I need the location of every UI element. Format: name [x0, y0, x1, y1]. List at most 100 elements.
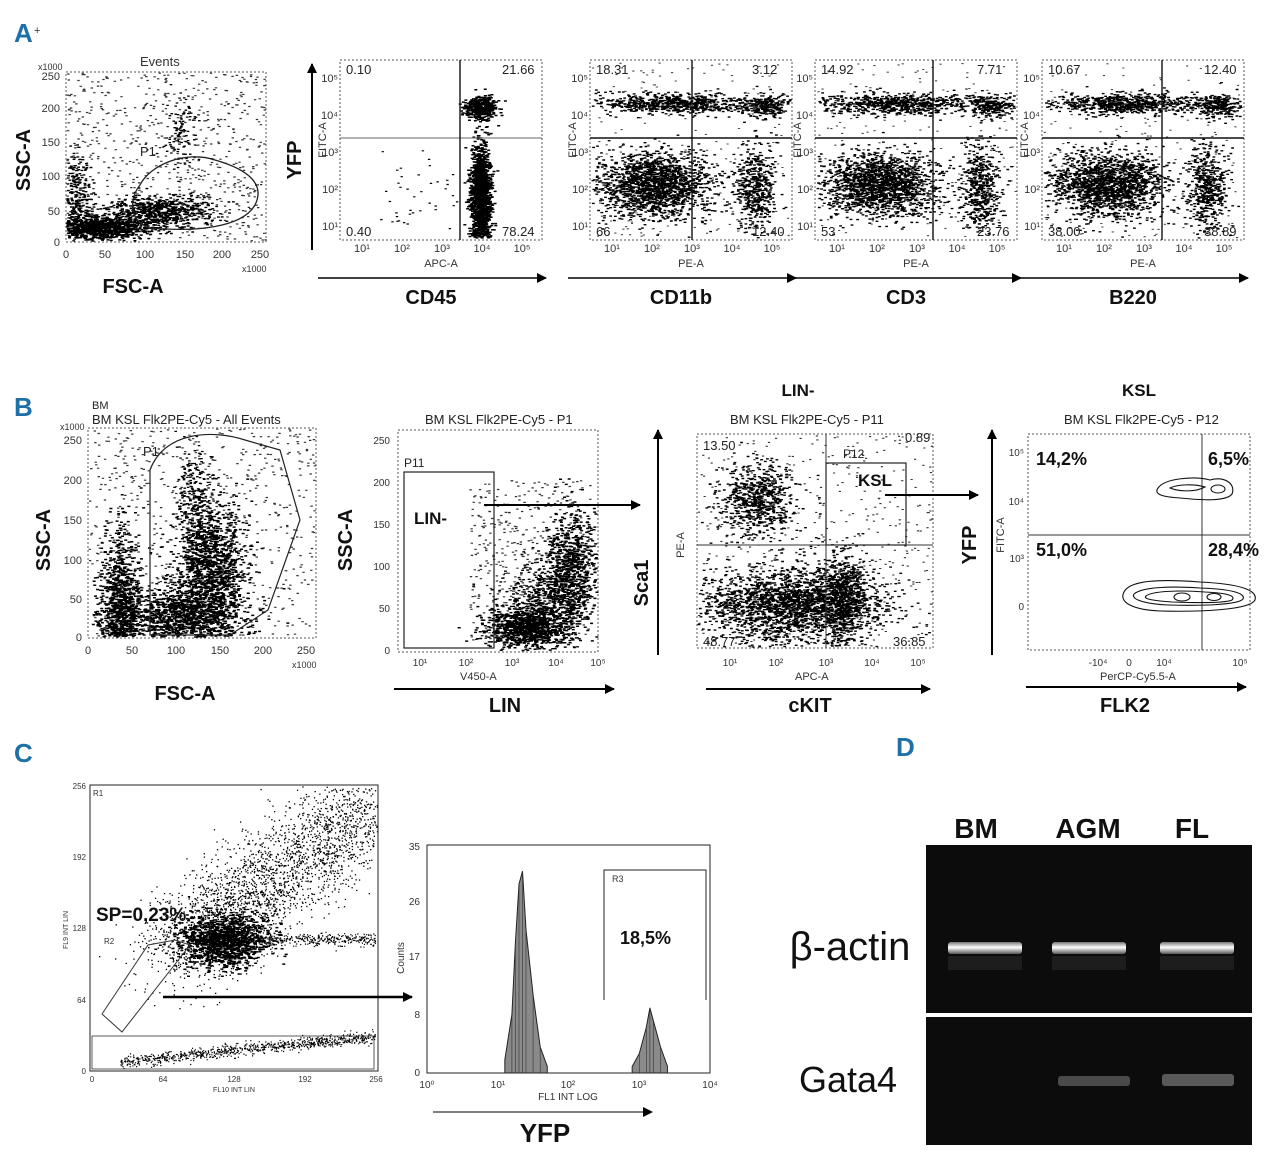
dot	[372, 824, 374, 826]
dot	[301, 857, 303, 859]
gate-r3	[603, 869, 707, 1000]
dot	[174, 969, 176, 971]
dot	[291, 867, 294, 869]
dot	[285, 895, 287, 897]
dot	[319, 860, 321, 862]
dot	[260, 856, 263, 858]
dot	[241, 917, 244, 920]
x-tick: 10⁵	[1232, 658, 1247, 669]
dot	[338, 806, 340, 808]
dot	[312, 861, 315, 863]
dot	[209, 889, 211, 891]
dot	[369, 826, 372, 828]
dot	[275, 841, 277, 843]
dot	[274, 912, 276, 914]
dot	[208, 978, 210, 981]
dot	[263, 876, 266, 878]
dot	[326, 850, 328, 852]
x-tick: 10²	[644, 243, 660, 255]
dot	[240, 859, 242, 861]
dot	[293, 841, 295, 843]
dot	[296, 789, 299, 791]
dot	[273, 820, 276, 822]
dot	[273, 894, 275, 897]
dot	[274, 881, 276, 883]
dot	[273, 872, 275, 874]
plot-title: BM KSL Flk2PE-Cy5 - P11	[730, 412, 884, 427]
dot	[314, 791, 316, 793]
region-r1: R1	[93, 789, 104, 798]
dot	[278, 864, 281, 867]
dot	[135, 973, 137, 976]
dot	[370, 795, 372, 797]
dot	[338, 891, 340, 893]
dot	[327, 836, 329, 838]
dot	[258, 902, 260, 904]
x-tick: 10²	[869, 243, 885, 255]
x-channel: PE-A	[678, 258, 704, 270]
dot	[173, 985, 175, 987]
dot	[326, 854, 328, 856]
dot	[351, 856, 354, 858]
dot	[200, 877, 202, 879]
dot	[324, 827, 326, 829]
dot	[326, 841, 328, 844]
y-tick: 200	[64, 475, 82, 487]
dot	[337, 804, 339, 806]
dot	[264, 850, 266, 853]
dot	[336, 848, 338, 850]
dot	[264, 915, 266, 917]
dot	[368, 833, 370, 835]
dot	[252, 864, 255, 866]
dot	[263, 881, 265, 883]
dot	[261, 923, 263, 926]
dot	[179, 929, 181, 931]
dot	[145, 942, 148, 944]
dot	[273, 932, 275, 934]
lane-label-fl: FL	[1175, 813, 1209, 844]
x-tick: 50	[99, 249, 111, 261]
x-channel: PE-A	[903, 258, 929, 270]
dot	[359, 802, 361, 804]
dot	[228, 871, 230, 873]
dot	[249, 860, 251, 862]
dot	[339, 875, 341, 877]
dot	[355, 831, 357, 833]
dot	[225, 840, 227, 842]
dot	[235, 881, 237, 883]
dot	[176, 927, 178, 929]
dot	[248, 902, 250, 905]
dot	[200, 944, 202, 947]
dot	[320, 816, 322, 818]
dot	[244, 897, 247, 899]
dot	[270, 948, 272, 950]
dot	[331, 861, 333, 864]
y-axis-title: SSC-A	[13, 129, 35, 191]
dot	[264, 880, 267, 882]
dot	[338, 811, 341, 813]
dot	[315, 823, 317, 825]
dot	[280, 829, 282, 831]
dot	[157, 960, 160, 963]
dot	[200, 899, 202, 901]
dot	[298, 872, 300, 874]
dot	[259, 877, 261, 879]
dot	[351, 826, 353, 828]
plot-frame	[339, 59, 543, 241]
dot	[268, 901, 270, 904]
quadrant-ll: 48.77	[703, 634, 736, 649]
dot	[243, 883, 245, 885]
dot	[290, 856, 292, 859]
dot	[151, 952, 153, 954]
dot	[296, 840, 298, 843]
y-channel: Counts	[396, 942, 407, 974]
dot	[232, 924, 234, 926]
dot	[297, 816, 299, 818]
dot	[229, 849, 231, 851]
dot	[275, 870, 277, 872]
dot	[214, 904, 216, 907]
dot	[227, 882, 229, 885]
dot	[173, 938, 175, 941]
x-axis-title: YFP	[520, 1118, 571, 1148]
dot	[334, 837, 336, 839]
